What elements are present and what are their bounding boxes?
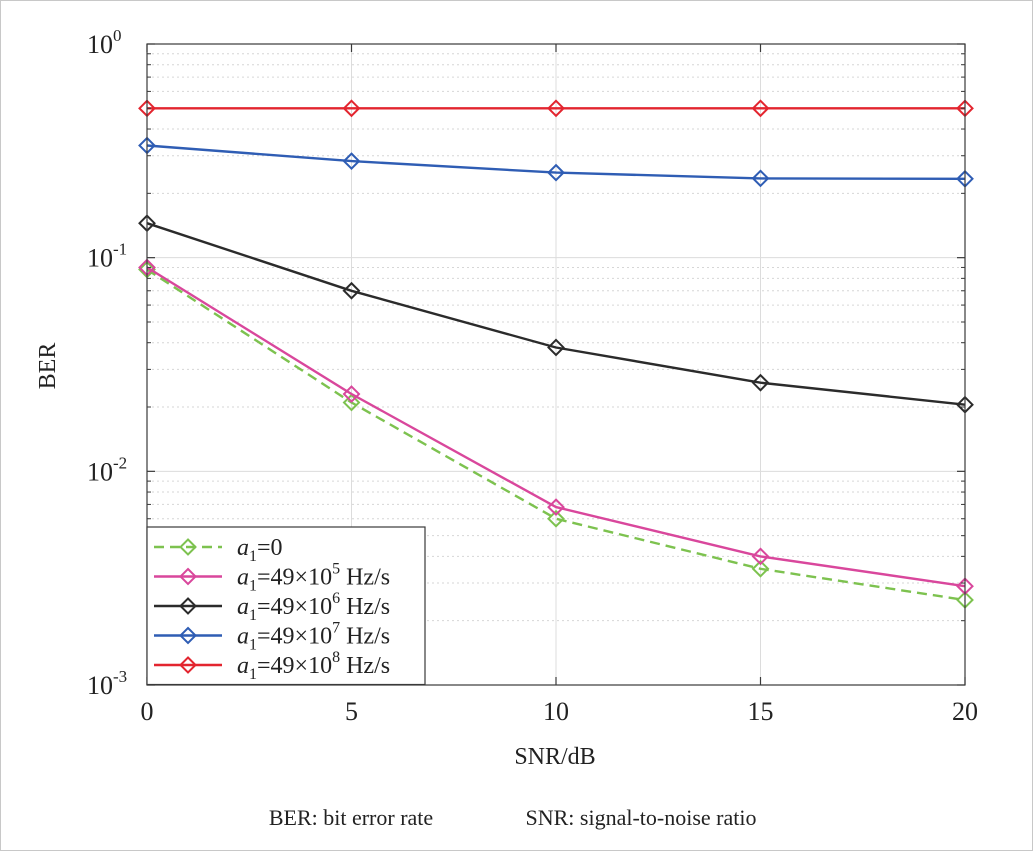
series-3: [138, 136, 974, 188]
legend-label: a1=0: [237, 535, 283, 565]
data-point-marker: [547, 163, 565, 182]
legend-entry-2: a1=49×106 Hz/s: [154, 590, 390, 624]
legend-label: a1=49×107 Hz/s: [237, 620, 390, 654]
legend-label: a1=49×106 Hz/s: [237, 590, 390, 624]
y-tick-label: 100: [87, 26, 122, 59]
series-layer: [138, 99, 974, 609]
legend-entry-1: a1=49×105 Hz/s: [154, 561, 390, 595]
x-tick-label: 15: [748, 697, 774, 726]
series-line: [146, 266, 966, 588]
series-0: [138, 260, 974, 609]
series-line: [146, 222, 966, 406]
legend-entry-0: a1=0: [154, 535, 283, 565]
series-line: [146, 268, 966, 602]
data-point-marker: [547, 338, 565, 357]
data-point-marker: [342, 393, 361, 412]
data-point-marker: [751, 373, 770, 392]
x-tick-label: 10: [543, 697, 569, 726]
data-point-marker: [342, 281, 361, 300]
legend-marker: [179, 567, 197, 586]
x-tick-label: 5: [345, 697, 358, 726]
data-point-marker: [751, 99, 770, 118]
y-tick-label: 10-3: [87, 667, 127, 700]
data-point-marker: [342, 152, 361, 171]
legend-entry-4: a1=49×108 Hz/s: [154, 649, 390, 683]
y-tick-label: 10-1: [87, 240, 127, 273]
legend-marker: [179, 656, 197, 674]
data-point-marker: [751, 559, 770, 578]
data-point-marker: [342, 99, 361, 118]
legend-marker: [179, 597, 197, 615]
x-tick-label: 0: [141, 697, 154, 726]
data-point-marker: [342, 385, 361, 403]
y-tick-label: 10-2: [87, 453, 127, 486]
caption-ber-note: BER: bit error rate: [269, 805, 433, 830]
data-point-marker: [751, 169, 770, 188]
data-point-marker: [751, 547, 770, 566]
legend: a1=0a1=49×105 Hz/sa1=49×106 Hz/sa1=49×10…: [146, 526, 426, 686]
data-point-marker: [547, 509, 565, 528]
legend-label: a1=49×105 Hz/s: [237, 561, 390, 595]
legend-marker: [179, 538, 197, 556]
legend-marker: [179, 626, 197, 645]
caption-snr-note: SNR: signal-to-noise ratio: [526, 805, 757, 830]
x-tick-label: 20: [952, 697, 978, 726]
y-axis-title: BER: [35, 343, 61, 390]
data-point-marker: [547, 498, 565, 517]
legend-label: a1=49×108 Hz/s: [237, 649, 390, 683]
series-4: [138, 99, 974, 118]
legend-entry-3: a1=49×107 Hz/s: [154, 620, 390, 654]
data-point-marker: [547, 99, 565, 118]
series-line: [146, 144, 966, 181]
axes: 0 5 10 15 20 10-3 10-2 10-1 100: [87, 26, 978, 726]
x-axis-title: SNR/dB: [514, 744, 595, 770]
